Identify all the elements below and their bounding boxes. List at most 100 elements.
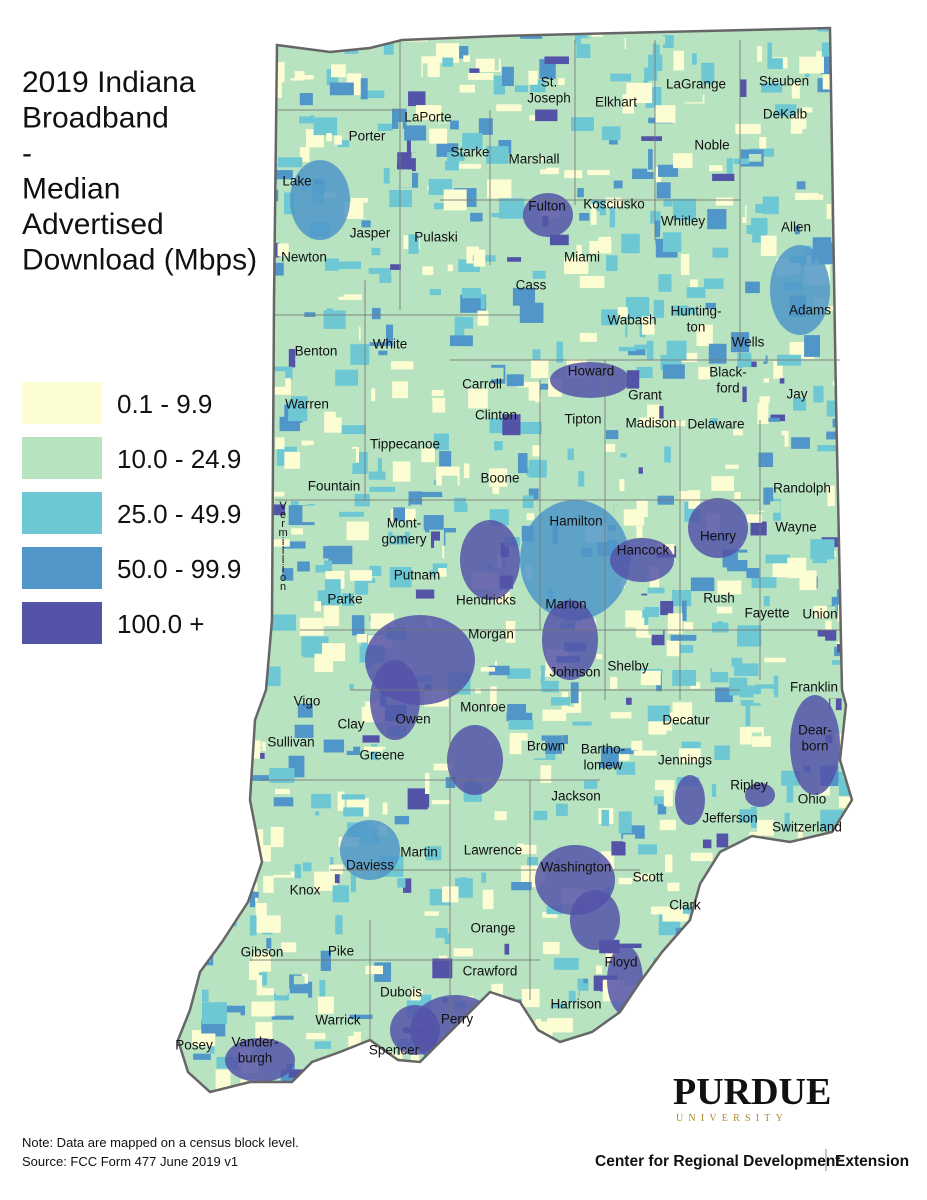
block [578,979,589,997]
block [376,873,398,893]
block [745,281,760,294]
block [388,821,396,836]
block [788,865,794,884]
block [767,435,785,448]
legend-label: 50.0 - 99.9 [117,554,241,584]
block [802,162,821,171]
block [852,822,864,840]
block [178,966,185,985]
block [335,369,359,386]
block [180,154,192,170]
block [746,1052,769,1070]
block [199,223,205,236]
block [345,61,357,69]
block [303,38,317,46]
block [616,762,636,775]
block [460,317,474,329]
block [266,455,272,468]
block [532,349,541,360]
block [463,463,470,479]
block [637,740,643,754]
block [197,301,217,322]
block [652,317,677,324]
block [263,875,274,893]
block [656,36,666,45]
block [337,689,345,698]
block [345,1048,369,1058]
county-label: Bartho- [581,742,625,757]
block [481,872,487,883]
block [329,857,334,866]
block [740,700,761,706]
block [421,448,435,463]
county-label: Jefferson [702,811,757,826]
block [570,682,579,704]
block [326,133,332,142]
block [859,173,885,178]
block [690,577,715,592]
block [542,911,558,918]
block [526,513,535,521]
block [480,634,506,640]
block [635,625,656,637]
county-label: Clay [337,717,364,732]
block [250,594,264,606]
block [658,274,672,292]
block [857,146,872,161]
block [271,305,292,320]
title-line: Broadband [22,102,169,135]
block [410,504,422,509]
county-label: Howard [568,364,615,379]
block [579,212,590,221]
block [606,255,618,272]
block [404,975,426,987]
block [585,267,605,275]
block [547,1018,573,1033]
block [237,603,256,618]
block [368,471,386,480]
block [622,94,635,114]
block [324,560,333,572]
block [191,335,202,344]
blob [570,890,620,950]
block [349,684,354,690]
block [756,804,763,827]
block [740,998,767,1018]
block [650,243,656,264]
block [392,461,411,482]
county-label: Wabash [607,313,656,328]
block [662,908,689,922]
block [429,128,448,144]
block [312,858,331,864]
note: Source: FCC Form 477 June 2019 v1 [22,1154,238,1169]
block [349,570,373,581]
block [489,1021,502,1030]
block [306,1032,326,1040]
county-label: gomery [381,532,426,547]
block [711,476,735,491]
block [178,135,188,151]
block [187,360,206,373]
block [780,940,789,945]
block [435,927,448,938]
county-label: Clark [669,898,701,913]
block [239,767,247,775]
block [663,435,680,442]
block [432,397,446,413]
blob [523,193,573,237]
block [832,913,848,923]
block [726,158,733,176]
block [390,361,414,370]
blob [790,695,840,795]
block [445,160,459,171]
block [686,287,706,298]
block [752,232,766,243]
block [403,955,424,971]
block [682,457,708,468]
block [851,313,852,322]
overlay: 2019 IndianaBroadband-MedianAdvertisedDo… [22,66,909,1171]
block [267,539,290,547]
county-label: Black- [709,365,747,380]
block [655,220,661,238]
block [462,132,483,150]
